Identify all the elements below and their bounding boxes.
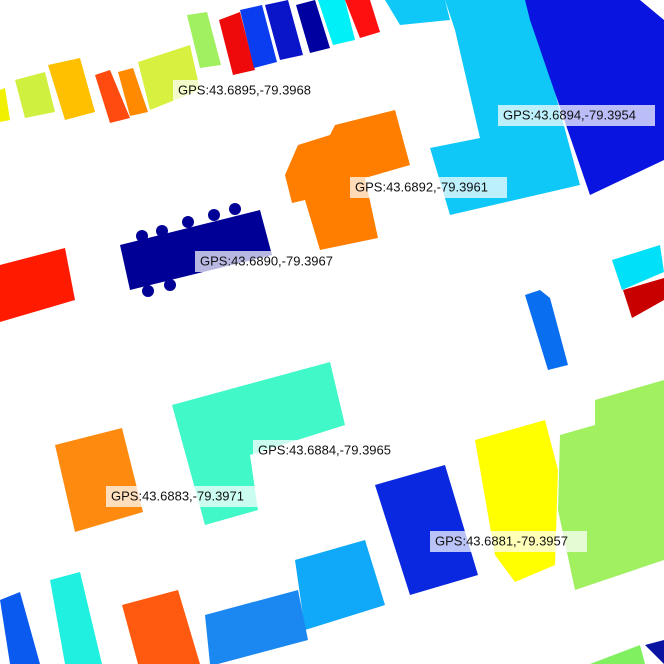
building (219, 12, 255, 75)
label-background (430, 531, 587, 552)
label-background (253, 440, 410, 461)
building (205, 590, 308, 664)
label-background (498, 105, 655, 126)
building (15, 72, 55, 118)
label-background (195, 251, 352, 272)
building (48, 58, 95, 120)
gps-label: GPS:43.6892,-79.3961 (355, 179, 488, 194)
label-background (173, 80, 330, 101)
building (645, 640, 664, 664)
gps-label: GPS:43.6881,-79.3957 (435, 533, 568, 548)
building (122, 590, 200, 664)
building (118, 68, 148, 116)
building (612, 245, 664, 290)
building (50, 572, 102, 664)
label-background (350, 177, 507, 198)
building (95, 70, 130, 123)
building (187, 12, 221, 68)
building (285, 110, 410, 250)
building (296, 0, 330, 53)
building (385, 0, 450, 25)
building (295, 540, 385, 630)
building (265, 0, 303, 60)
gps-label: GPS:43.6895,-79.3968 (178, 82, 311, 97)
gps-label: GPS:43.6884,-79.3965 (258, 442, 391, 457)
building (120, 203, 272, 297)
building (375, 465, 478, 595)
gps-labels: GPS:43.6895,-79.3968 GPS:43.6894,-79.395… (106, 80, 655, 552)
gps-label: GPS:43.6890,-79.3967 (200, 253, 333, 268)
building (240, 5, 277, 68)
gps-label: GPS:43.6883,-79.3971 (111, 488, 244, 503)
building (0, 248, 75, 322)
building (318, 0, 355, 45)
building (525, 0, 664, 195)
building (0, 592, 40, 664)
building (345, 0, 380, 38)
label-background (106, 486, 263, 507)
building (623, 278, 664, 318)
building (0, 88, 10, 122)
gps-label: GPS:43.6894,-79.3954 (503, 107, 636, 122)
building (590, 645, 645, 664)
building (525, 290, 568, 370)
